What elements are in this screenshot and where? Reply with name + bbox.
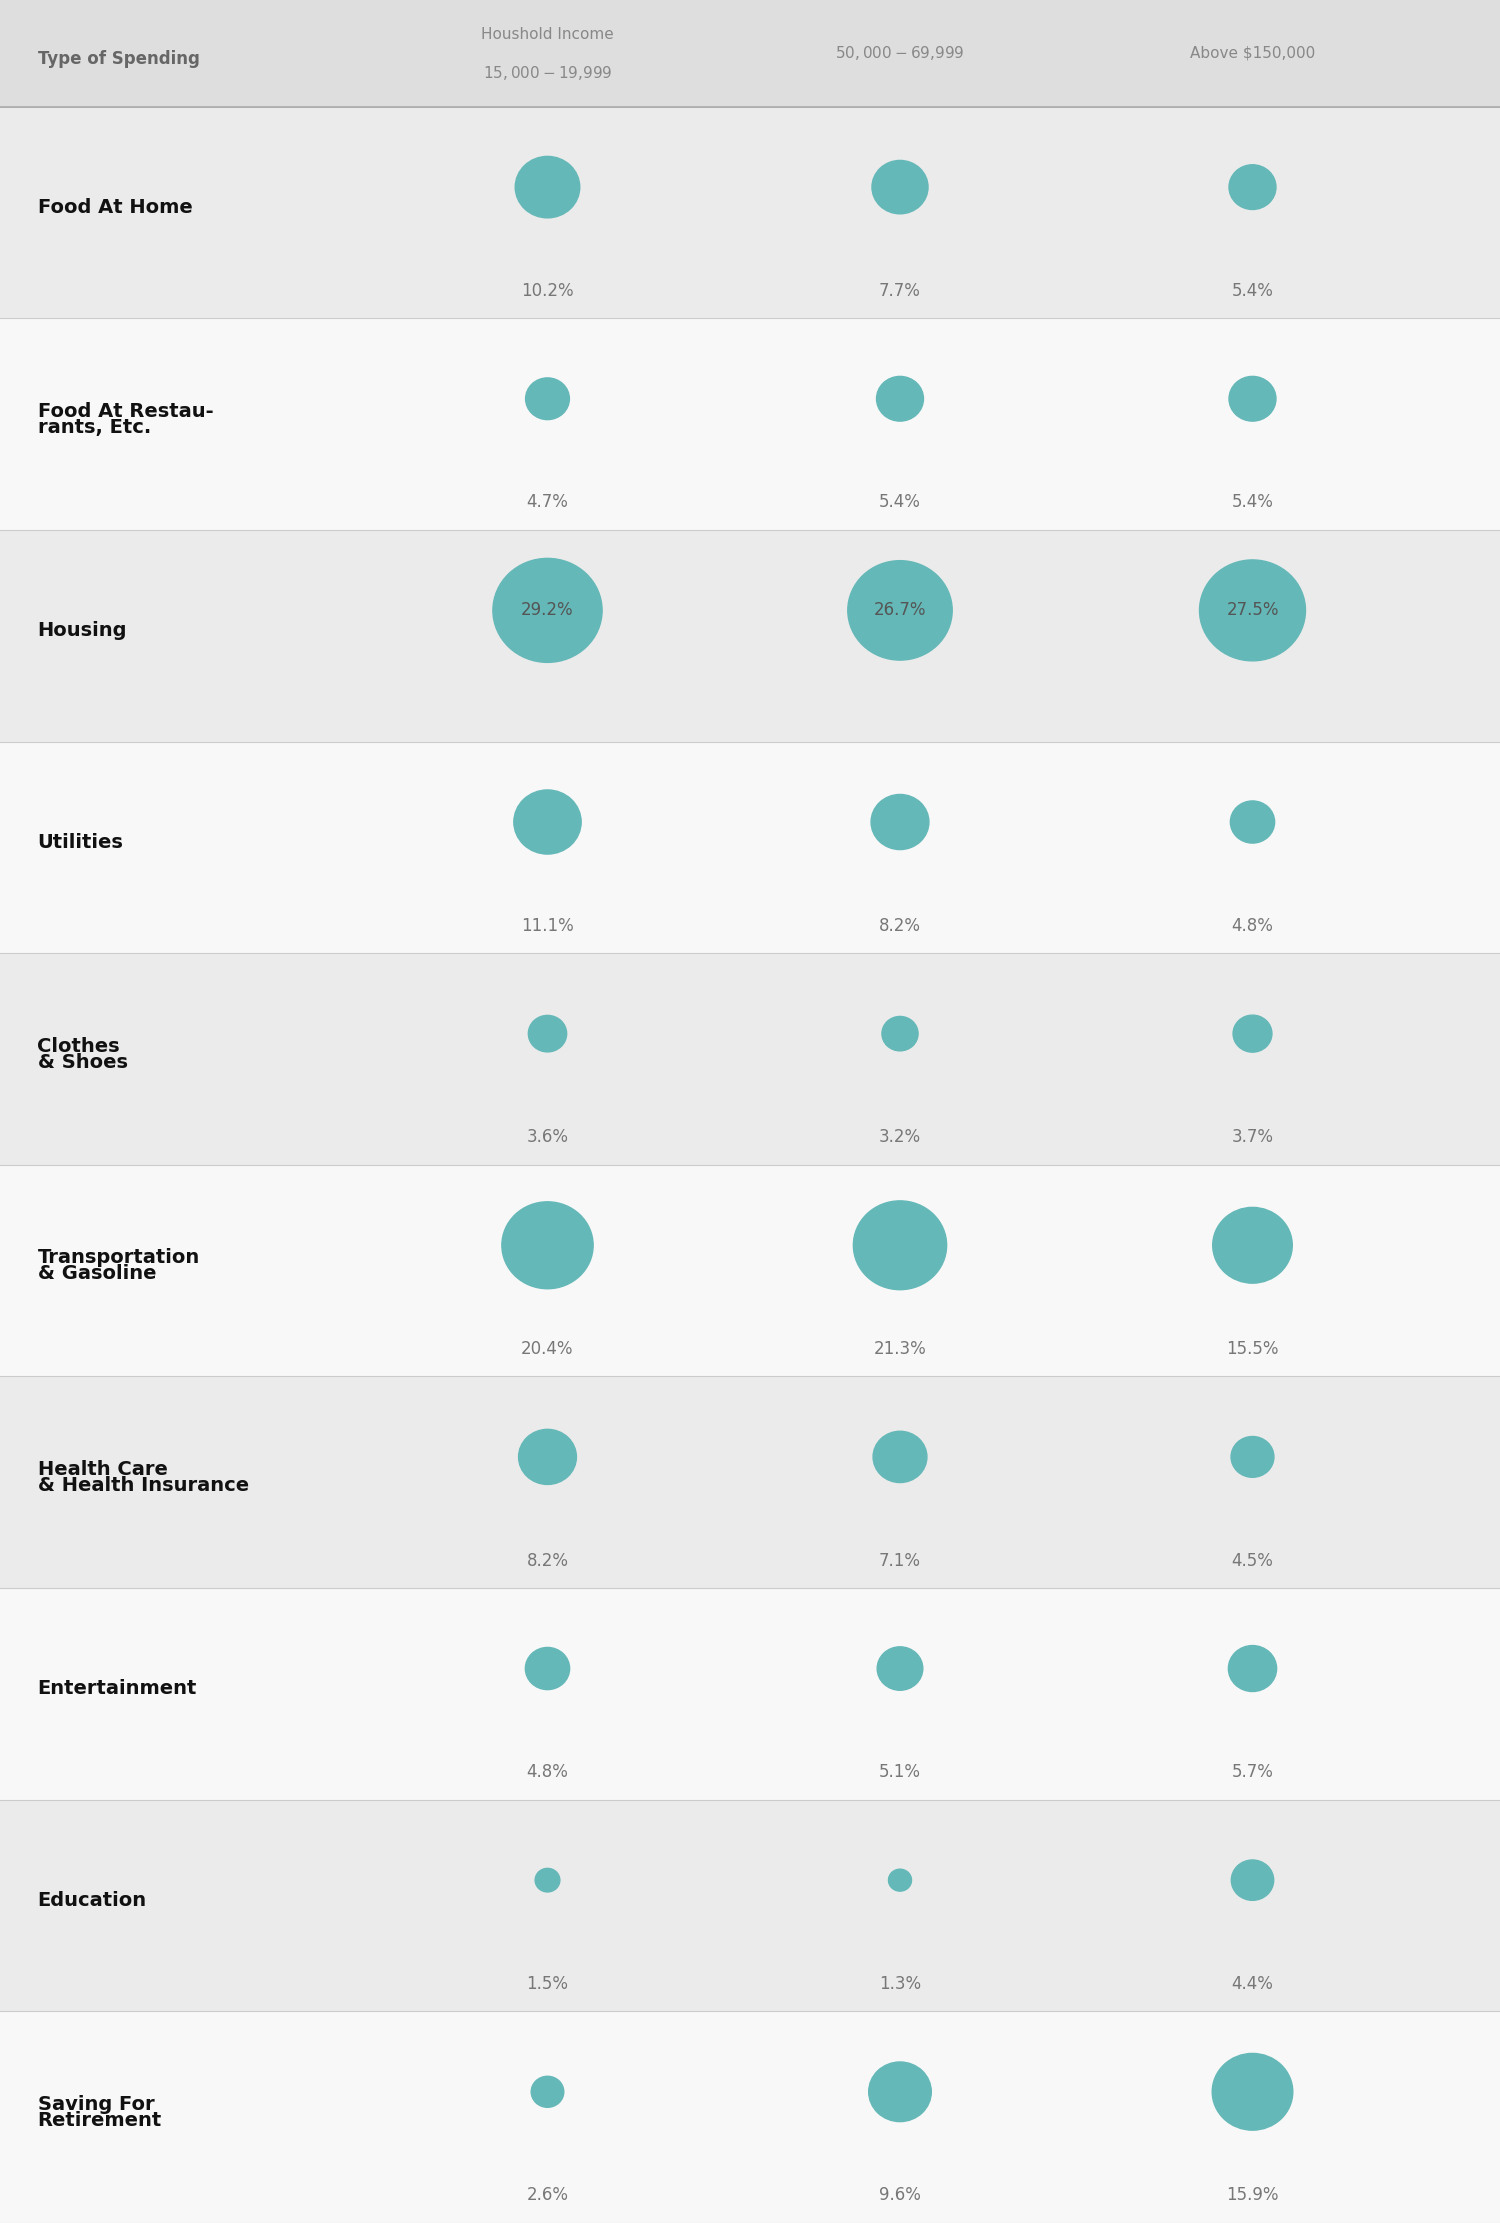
Text: 8.2%: 8.2% [879,916,921,934]
Ellipse shape [494,558,602,662]
Bar [0,529,1500,742]
Ellipse shape [514,789,580,854]
Text: Food At Restau-: Food At Restau- [38,402,213,420]
Text: 9.6%: 9.6% [879,2187,921,2205]
Text: rants, Etc.: rants, Etc. [38,418,150,436]
Text: 7.1%: 7.1% [879,1552,921,1569]
Text: Transportation: Transportation [38,1247,200,1267]
Text: Entertainment: Entertainment [38,1678,197,1698]
Text: 29.2%: 29.2% [520,602,574,620]
Text: 4.8%: 4.8% [526,1763,568,1781]
Ellipse shape [853,1200,946,1289]
Text: 1.5%: 1.5% [526,1974,568,1992]
Ellipse shape [1233,1016,1272,1051]
Ellipse shape [531,2076,564,2107]
Bar [0,954,1500,1165]
Text: 27.5%: 27.5% [1227,602,1278,620]
Ellipse shape [1212,1207,1293,1283]
Bar [0,0,1500,107]
Ellipse shape [871,794,928,849]
Ellipse shape [1232,1436,1274,1478]
Text: Type of Spending: Type of Spending [38,49,200,67]
Text: 3.7%: 3.7% [1232,1129,1274,1147]
Ellipse shape [525,378,570,420]
Text: 11.1%: 11.1% [520,916,574,934]
Text: & Shoes: & Shoes [38,1051,128,1071]
Ellipse shape [878,1647,922,1689]
Ellipse shape [882,1016,918,1051]
Text: Clothes: Clothes [38,1036,120,1056]
Ellipse shape [1200,560,1305,660]
Text: 3.6%: 3.6% [526,1129,568,1147]
Ellipse shape [536,1867,560,1892]
Text: 7.7%: 7.7% [879,282,921,300]
Text: Utilities: Utilities [38,834,123,851]
Bar [0,1376,1500,1587]
Text: $15,000-$19,999: $15,000-$19,999 [483,64,612,82]
Text: 4.8%: 4.8% [1232,916,1274,934]
Ellipse shape [868,2063,932,2121]
Text: 4.4%: 4.4% [1232,1974,1274,1992]
Text: Houshold Income: Houshold Income [482,27,614,42]
Ellipse shape [888,1870,912,1892]
Text: Saving For: Saving For [38,2094,154,2114]
Text: 15.9%: 15.9% [1227,2187,1278,2205]
Text: 3.2%: 3.2% [879,1129,921,1147]
Bar [0,107,1500,318]
Bar [0,1587,1500,1801]
Ellipse shape [1212,2054,1293,2130]
Text: Food At Home: Food At Home [38,198,192,218]
Text: 15.5%: 15.5% [1227,1340,1278,1358]
Ellipse shape [514,156,580,218]
Ellipse shape [1228,376,1276,420]
Ellipse shape [528,1016,567,1051]
Text: 5.4%: 5.4% [879,494,921,511]
Bar [0,1801,1500,2012]
Bar [0,1165,1500,1376]
Ellipse shape [1230,800,1275,843]
Text: Retirement: Retirement [38,2110,162,2130]
Text: 8.2%: 8.2% [526,1552,568,1569]
Ellipse shape [847,560,952,660]
Text: 10.2%: 10.2% [520,282,574,300]
Ellipse shape [503,1203,592,1289]
Ellipse shape [519,1429,576,1485]
Text: $50,000-$69,999: $50,000-$69,999 [836,44,964,62]
Text: 1.3%: 1.3% [879,1974,921,1992]
Ellipse shape [1228,1645,1276,1692]
Text: 5.4%: 5.4% [1232,282,1274,300]
Text: 5.1%: 5.1% [879,1763,921,1781]
Text: 26.7%: 26.7% [873,602,925,620]
Ellipse shape [871,160,928,213]
Text: Above $150,000: Above $150,000 [1190,47,1316,60]
Text: 2.6%: 2.6% [526,2187,568,2205]
Bar [0,318,1500,529]
Bar [0,742,1500,954]
Text: Housing: Housing [38,620,128,640]
Text: 21.3%: 21.3% [873,1340,927,1358]
Text: & Gasoline: & Gasoline [38,1265,156,1283]
Text: 5.7%: 5.7% [1232,1763,1274,1781]
Text: 20.4%: 20.4% [522,1340,573,1358]
Text: & Health Insurance: & Health Insurance [38,1476,249,1494]
Text: 5.4%: 5.4% [1232,494,1274,511]
Ellipse shape [876,376,924,420]
Bar [0,2012,1500,2223]
Ellipse shape [1232,1861,1274,1901]
Text: Education: Education [38,1892,147,1910]
Text: 4.7%: 4.7% [526,494,568,511]
Ellipse shape [1228,165,1276,209]
Ellipse shape [525,1647,570,1689]
Text: 4.5%: 4.5% [1232,1552,1274,1569]
Ellipse shape [873,1432,927,1483]
Text: Health Care: Health Care [38,1461,168,1478]
